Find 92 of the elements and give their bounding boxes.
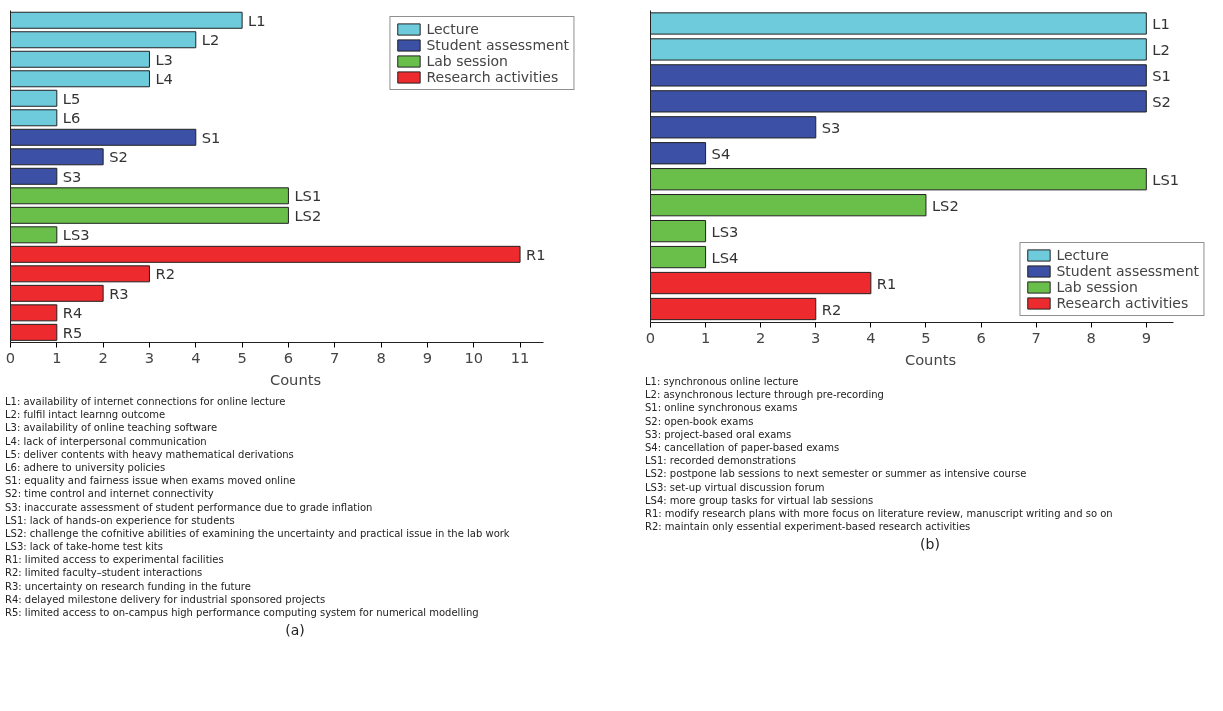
x-tick-label: 5 — [237, 348, 247, 366]
x-axis-title: Counts — [904, 350, 957, 368]
text: L3: availability of online teaching software — [5, 421, 219, 435]
text: L4: lack of interpersonal communication — [5, 434, 208, 448]
x-tick-label: 11 — [510, 348, 530, 366]
x-tick-label: 5 — [921, 328, 931, 346]
text: L1: synchronous online lecture — [645, 375, 800, 389]
text: R1: modify research plans with more focus on literature review, manuscript writing and so on — [645, 506, 1114, 521]
text: R3: uncertainty on research funding in the future — [5, 579, 252, 593]
text: S1: equality and fairness issue when exams moved online — [5, 474, 297, 488]
category-label: L1 — [248, 11, 266, 29]
legend-label: Lecture — [1056, 247, 1109, 263]
category-label: R1 — [876, 274, 897, 292]
x-tick-label: 3 — [144, 348, 155, 366]
category-label: S1 — [1152, 66, 1171, 84]
x-tick-label: 3 — [811, 328, 821, 346]
category-label: R2 — [155, 265, 175, 283]
x-tick-label: 6 — [283, 348, 294, 366]
category-label: L4 — [155, 70, 173, 88]
legend-label: Research activities — [426, 69, 559, 85]
text: S3: inaccurate assessment of student performance due to grade inflation — [5, 500, 374, 514]
x-tick-label: 9 — [422, 348, 433, 366]
x-tick-label: 10 — [464, 348, 484, 366]
text: R4: delayed milestone delivery for industrial sponsored projects — [5, 592, 327, 606]
category-label: L2 — [1152, 40, 1170, 58]
text: R1: limited access to experimental facilities — [5, 553, 225, 567]
category-label: L1 — [1152, 14, 1170, 32]
x-tick-label: 2 — [98, 348, 108, 366]
text: R2: limited faculty–student interactions — [5, 566, 204, 580]
text: R5: limited access to on-campus high performance computing system for numerical modelling — [5, 606, 480, 620]
text: S3: project-based oral exams — [645, 427, 793, 441]
x-tick-label: 7 — [330, 348, 340, 366]
text: R2: maintain only essential experiment-based research activities — [645, 520, 972, 534]
text: S4: cancellation of paper-based exams — [645, 440, 841, 455]
text: LS2: challenge the cofnitive abilities of examining the uncertainty and practical issue in the lab work — [5, 526, 511, 541]
text: L1: availability of internet connections for online lecture — [5, 395, 287, 409]
legend-label: Lecture — [426, 21, 479, 37]
x-tick-label: 0 — [645, 328, 656, 346]
legend-label: Student assessment — [426, 37, 569, 53]
x-tick-label: 8 — [1086, 328, 1096, 346]
category-label: LS1 — [1152, 170, 1180, 188]
text: LS1: lack of hands-on experience for students — [5, 513, 236, 527]
x-tick-label: 4 — [191, 348, 201, 366]
x-tick-label: 2 — [756, 328, 766, 346]
x-tick-label: 1 — [700, 328, 711, 346]
x-axis-title: Counts — [269, 370, 322, 388]
legend-label: Research activities — [1056, 295, 1189, 311]
category-label: LS1 — [294, 187, 322, 205]
text: (b) — [919, 535, 941, 554]
category-label: L6 — [62, 109, 81, 127]
x-tick-label: 1 — [52, 348, 62, 366]
legend-label: Lab session — [426, 53, 508, 69]
text: L2: fulfil intact learnng outcome — [5, 408, 167, 422]
category-label: S2 — [1152, 92, 1171, 110]
category-label: L2 — [201, 31, 220, 49]
text: S2: open-book exams — [645, 414, 755, 428]
category-label: LS2 — [931, 196, 959, 214]
text: L5: deliver contents with heavy mathematical derivations — [5, 447, 295, 461]
text: LS1: recorded demonstrations — [645, 454, 797, 468]
text: LS3: lack of take-home test kits — [5, 540, 164, 554]
x-tick-label: 7 — [1031, 328, 1041, 346]
category-label: LS4 — [711, 248, 739, 266]
category-label: S3 — [62, 167, 82, 185]
category-label: R5 — [62, 323, 83, 341]
category-label: LS2 — [294, 206, 322, 224]
x-tick-label: 9 — [1141, 328, 1151, 346]
category-label: S1 — [201, 128, 221, 146]
text: (a) — [284, 621, 306, 640]
category-label: LS3 — [62, 226, 90, 244]
x-tick-label: 6 — [976, 328, 986, 346]
x-tick-label: 8 — [376, 348, 386, 366]
category-label: S2 — [109, 148, 128, 166]
category-label: S4 — [711, 144, 731, 162]
text: S1: online synchronous exams — [645, 401, 799, 415]
category-label: S3 — [821, 118, 841, 136]
text: LS2: postpone lab sessions to next semester or summer as intensive course — [645, 467, 1028, 481]
text: L6: adhere to university policies — [5, 460, 167, 475]
category-label: LS3 — [711, 222, 739, 240]
text: S2: time control and internet connectivity — [5, 487, 215, 501]
category-label: L3 — [155, 50, 173, 68]
category-label: R2 — [821, 300, 842, 318]
category-label: R3 — [109, 284, 129, 302]
category-label: R1 — [526, 245, 546, 263]
text: LS4: more group tasks for virtual lab sessions — [645, 493, 875, 507]
category-label: R4 — [62, 304, 83, 322]
x-tick-label: 0 — [5, 348, 16, 366]
x-tick-label: 4 — [866, 328, 876, 346]
text: LS3: set-up virtual discussion forum — [645, 480, 826, 494]
legend-label: Lab session — [1056, 279, 1138, 295]
category-label: L5 — [62, 89, 81, 107]
legend-label: Student assessment — [1056, 263, 1199, 279]
text: L2: asynchronous lecture through pre-recording — [645, 388, 885, 402]
